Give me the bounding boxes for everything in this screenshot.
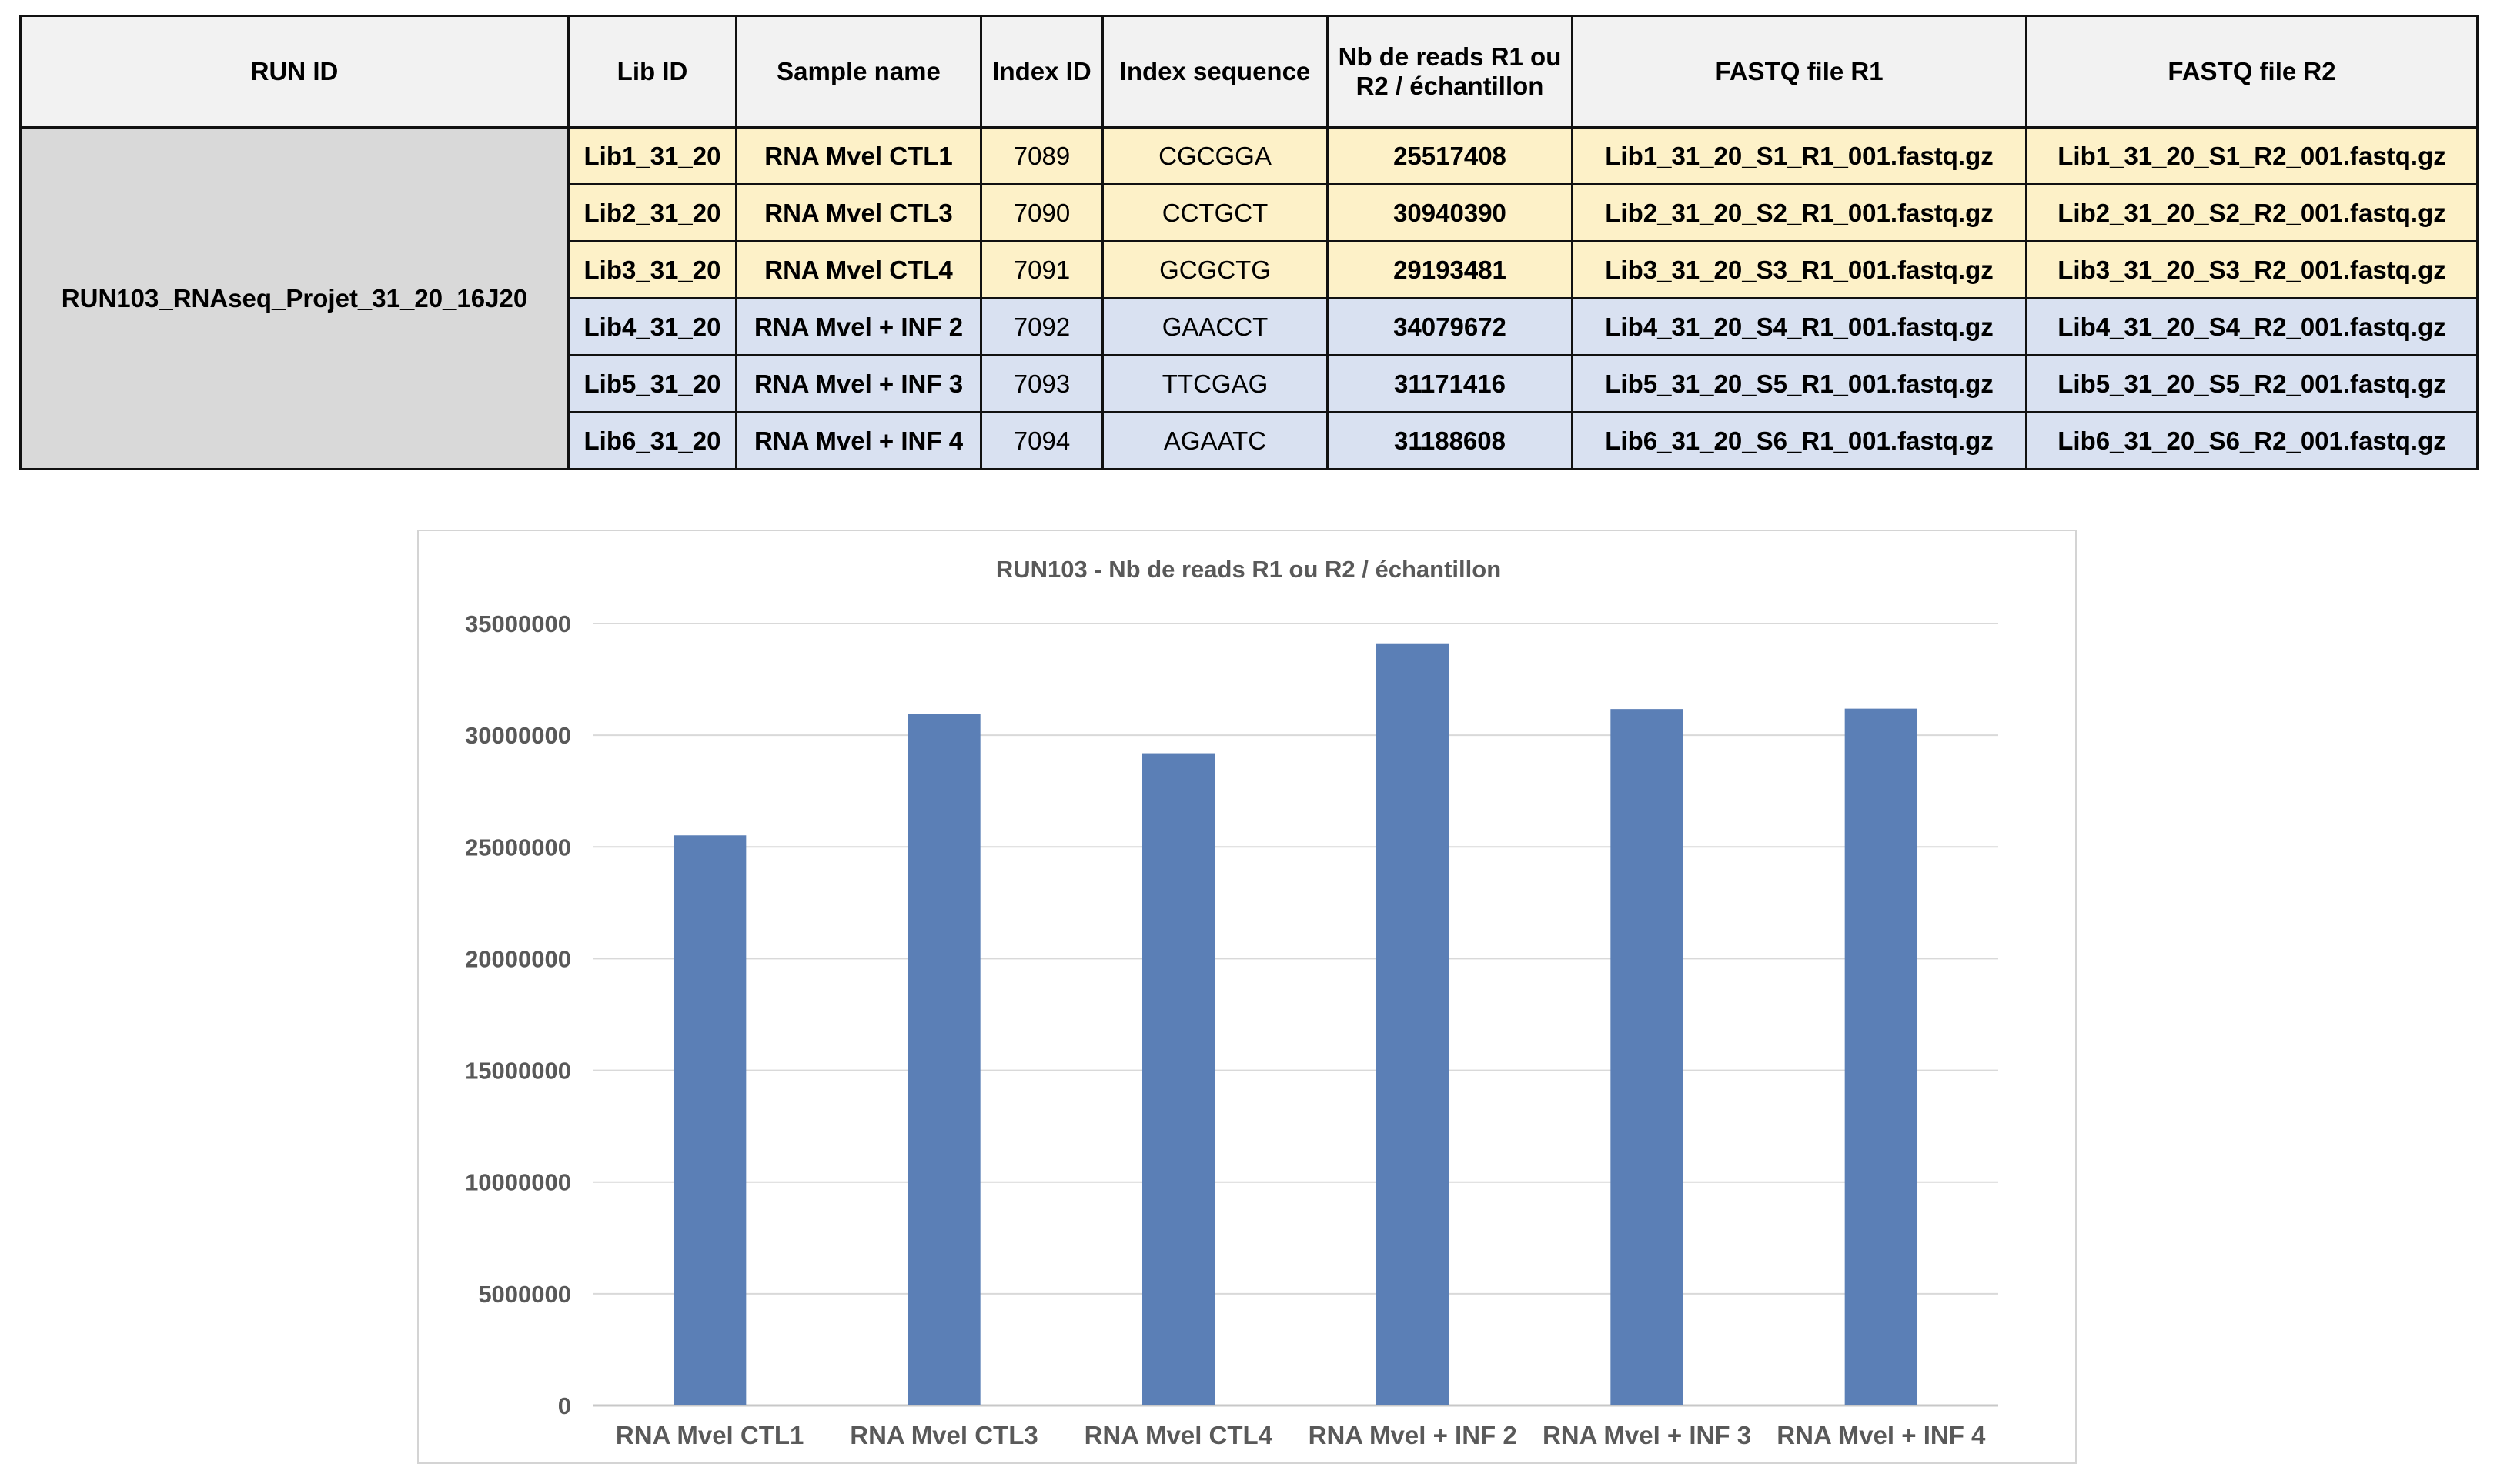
fastq-r1-cell: Lib1_31_20_S1_R1_001.fastq.gz (1571, 126, 2027, 186)
bar (673, 835, 747, 1405)
header-fastq-r1: FASTQ file R1 (1571, 15, 2027, 129)
x-axis-ticks: RNA Mvel CTL1 RNA Mvel CTL3 RNA Mvel CTL4 R… (616, 1421, 1986, 1449)
header-nb-reads: Nb de reads R1 ou R2 / échantillon (1326, 15, 1573, 129)
reads-cell: 31188608 (1326, 411, 1573, 470)
header-run-id: RUN ID (19, 15, 570, 129)
fastq-r1-cell: Lib4_31_20_S4_R1_001.fastq.gz (1571, 297, 2027, 356)
lib-id-cell: Lib3_31_20 (567, 240, 737, 299)
table-row: Lib6_31_20 RNA Mvel + INF 4 7094 AGAATC … (21, 411, 2479, 470)
run-id-cell: RUN103_RNAseq_Projet_31_20_16J20 (19, 126, 570, 470)
x-tick-label: RNA Mvel CTL4 (1085, 1421, 1273, 1449)
y-tick-label: 10000000 (465, 1169, 571, 1196)
bar (1376, 643, 1449, 1405)
index-sequence-cell: TTCGAG (1101, 354, 1329, 413)
runs-table: RUN ID Lib ID Sample name Index ID Index… (19, 15, 2479, 470)
sample-name-cell: RNA Mvel + INF 2 (735, 297, 982, 356)
header-lib-id: Lib ID (567, 15, 737, 129)
reads-cell: 31171416 (1326, 354, 1573, 413)
x-tick-label: RNA Mvel + INF 3 (1543, 1421, 1751, 1449)
y-tick-label: 5000000 (478, 1281, 571, 1308)
x-tick-label: RNA Mvel CTL3 (850, 1421, 1038, 1449)
fastq-r2-cell: Lib1_31_20_S1_R2_001.fastq.gz (2025, 126, 2479, 186)
reads-cell: 25517408 (1326, 126, 1573, 186)
fastq-r2-cell: Lib5_31_20_S5_R2_001.fastq.gz (2025, 354, 2479, 413)
table-row: Lib2_31_20 RNA Mvel CTL3 7090 CCTGCT 309… (21, 183, 2479, 242)
sample-name-cell: RNA Mvel + INF 4 (735, 411, 982, 470)
reads-cell: 34079672 (1326, 297, 1573, 356)
gridlines (593, 623, 1998, 1407)
reads-cell: 29193481 (1326, 240, 1573, 299)
y-tick-label: 0 (558, 1392, 571, 1419)
chart-canvas: RUN103 - Nb de reads R1 ou R2 / échantil… (465, 556, 1998, 1449)
x-tick-label: RNA Mvel + INF 2 (1309, 1421, 1517, 1449)
lib-id-cell: Lib2_31_20 (567, 183, 737, 242)
fastq-r1-cell: Lib6_31_20_S6_R1_001.fastq.gz (1571, 411, 2027, 470)
bar (908, 714, 981, 1405)
y-axis-ticks: 0 5000000 10000000 15000000 20000000 25000000… (465, 610, 571, 1419)
reads-cell: 30940390 (1326, 183, 1573, 242)
chart-title: RUN103 - Nb de reads R1 ou R2 / échantil… (996, 556, 1501, 583)
lib-id-cell: Lib5_31_20 (567, 354, 737, 413)
y-tick-label: 30000000 (465, 722, 571, 749)
fastq-r2-cell: Lib3_31_20_S3_R2_001.fastq.gz (2025, 240, 2479, 299)
lib-id-cell: Lib4_31_20 (567, 297, 737, 356)
index-id-cell: 7090 (980, 183, 1104, 242)
header-index-id: Index ID (980, 15, 1104, 129)
y-tick-label: 20000000 (465, 945, 571, 972)
lib-id-cell: Lib6_31_20 (567, 411, 737, 470)
sample-name-cell: RNA Mvel CTL1 (735, 126, 982, 186)
header-sample-name: Sample name (735, 15, 982, 129)
table-row: Lib4_31_20 RNA Mvel + INF 2 7092 GAACCT … (21, 297, 2479, 356)
fastq-r1-cell: Lib2_31_20_S2_R1_001.fastq.gz (1571, 183, 2027, 242)
index-id-cell: 7093 (980, 354, 1104, 413)
sample-name-cell: RNA Mvel CTL3 (735, 183, 982, 242)
sample-name-cell: RNA Mvel + INF 3 (735, 354, 982, 413)
fastq-r2-cell: Lib6_31_20_S6_R2_001.fastq.gz (2025, 411, 2479, 470)
index-id-cell: 7094 (980, 411, 1104, 470)
fastq-r1-cell: Lib5_31_20_S5_R1_001.fastq.gz (1571, 354, 2027, 413)
table-row: Lib3_31_20 RNA Mvel CTL4 7091 GCGCTG 291… (21, 240, 2479, 299)
fastq-r1-cell: Lib3_31_20_S3_R1_001.fastq.gz (1571, 240, 2027, 299)
index-sequence-cell: AGAATC (1101, 411, 1329, 470)
reads-bar-chart: RUN103 - Nb de reads R1 ou R2 / échantil… (417, 530, 2077, 1464)
index-sequence-cell: GAACCT (1101, 297, 1329, 356)
header-row: RUN ID Lib ID Sample name Index ID Index… (19, 15, 2479, 129)
header-fastq-r2: FASTQ file R2 (2025, 15, 2479, 129)
y-tick-label: 35000000 (465, 610, 571, 637)
header-index-sequence: Index sequence (1101, 15, 1329, 129)
index-sequence-cell: CCTGCT (1101, 183, 1329, 242)
y-tick-label: 15000000 (465, 1058, 571, 1085)
bars (673, 643, 1918, 1405)
table-row: RUN103_RNAseq_Projet_31_20_16J20 Lib1_31… (19, 126, 2479, 470)
y-tick-label: 25000000 (465, 834, 571, 861)
bar (1844, 708, 1918, 1405)
sample-name-cell: RNA Mvel CTL4 (735, 240, 982, 299)
bar (1142, 753, 1215, 1405)
table-row: Lib5_31_20 RNA Mvel + INF 3 7093 TTCGAG … (21, 354, 2479, 413)
index-sequence-cell: CGCGGA (1101, 126, 1329, 186)
index-sequence-cell: GCGCTG (1101, 240, 1329, 299)
lib-id-cell: Lib1_31_20 (567, 126, 737, 186)
index-id-cell: 7089 (980, 126, 1104, 186)
bar (1610, 709, 1683, 1405)
x-tick-label: RNA Mvel CTL1 (616, 1421, 804, 1449)
x-tick-label: RNA Mvel + INF 4 (1777, 1421, 1986, 1449)
fastq-r2-cell: Lib4_31_20_S4_R2_001.fastq.gz (2025, 297, 2479, 356)
index-id-cell: 7091 (980, 240, 1104, 299)
index-id-cell: 7092 (980, 297, 1104, 356)
fastq-r2-cell: Lib2_31_20_S2_R2_001.fastq.gz (2025, 183, 2479, 242)
